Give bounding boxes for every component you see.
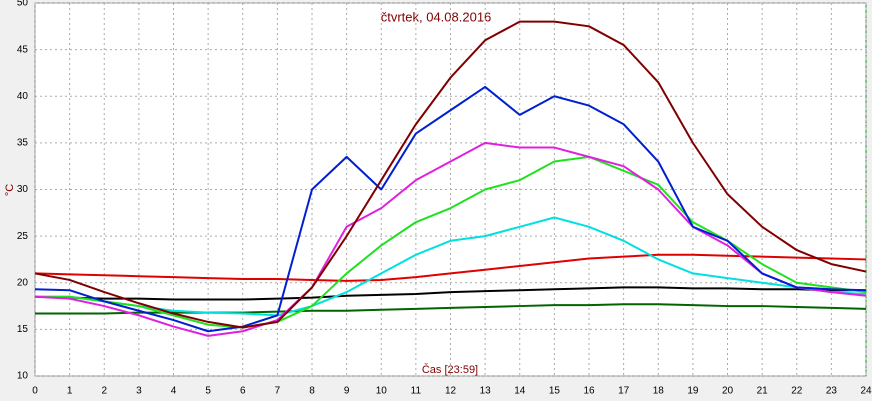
x-tick-label: 6 (240, 386, 246, 397)
x-tick-label: 2 (101, 386, 107, 397)
y-tick-label: 30 (17, 184, 29, 195)
x-tick-label: 12 (445, 386, 457, 397)
x-tick-label: 18 (653, 386, 665, 397)
x-tick-label: 10 (376, 386, 388, 397)
x-tick-label: 15 (549, 386, 561, 397)
y-tick-label: 40 (17, 91, 29, 102)
x-tick-label: 21 (757, 386, 769, 397)
y-tick-label: 35 (17, 138, 29, 149)
x-tick-label: 22 (791, 386, 803, 397)
y-tick-label: 15 (17, 324, 29, 335)
x-tick-label: 1 (67, 386, 73, 397)
x-tick-label: 0 (32, 386, 38, 397)
x-tick-label: 3 (136, 386, 142, 397)
series-line (34, 85, 867, 333)
y-tick-label: 50 (17, 0, 29, 9)
x-tick-label: 20 (722, 386, 734, 397)
series-line (34, 286, 866, 301)
x-tick-label: 16 (583, 386, 595, 397)
x-tick-label: 5 (205, 386, 211, 397)
y-axis-label: °C (4, 184, 16, 196)
series-line (34, 141, 867, 337)
x-tick-label: 19 (687, 386, 699, 397)
y-tick-label: 45 (17, 44, 29, 55)
series-line (35, 216, 867, 317)
x-tick-label: 9 (344, 386, 350, 397)
x-tick-label: 11 (411, 386, 422, 397)
x-tick-label: 24 (860, 386, 872, 397)
series-line (34, 20, 867, 329)
series-line (34, 253, 867, 282)
x-tick-label: 8 (309, 386, 315, 397)
x-tick-label: 13 (480, 386, 492, 397)
x-tick-label: 14 (514, 386, 526, 397)
y-tick-label: 20 (17, 277, 29, 288)
x-tick-label: 23 (826, 386, 838, 397)
x-tick-label: 4 (171, 386, 177, 397)
y-tick-label: 25 (17, 231, 29, 242)
chart-title: čtvrtek, 04.08.2016 (381, 9, 492, 24)
x-tick-label: 7 (275, 386, 281, 397)
x-tick-label: 17 (618, 386, 630, 397)
y-tick-label: 10 (17, 371, 29, 382)
